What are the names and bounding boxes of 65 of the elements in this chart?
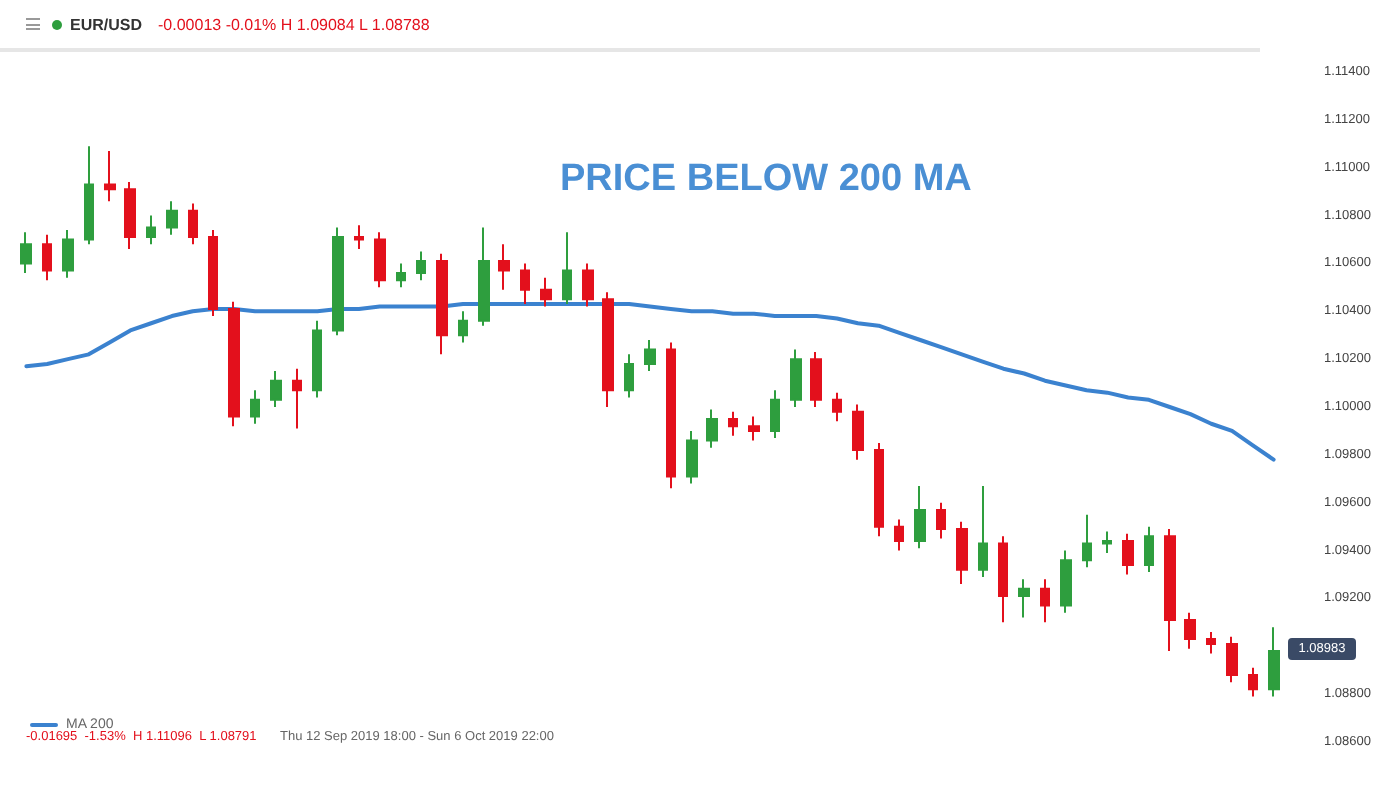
candlestick — [62, 228, 74, 279]
candlestick — [562, 231, 572, 306]
candlestick — [1248, 666, 1258, 698]
candlestick — [208, 228, 218, 318]
candlestick — [602, 291, 614, 408]
candlestick — [1144, 525, 1154, 574]
candlestick — [624, 353, 634, 399]
candlestick — [396, 262, 406, 289]
candlestick — [1206, 630, 1216, 655]
candlestick — [832, 391, 842, 423]
candlestick — [20, 231, 32, 274]
candlestick — [188, 202, 198, 246]
line-series — [24, 302, 1276, 462]
candlestick — [146, 214, 156, 246]
candlestick — [166, 200, 178, 236]
candlestick — [354, 224, 364, 251]
candlestick — [1184, 611, 1196, 650]
candlestick — [874, 441, 884, 538]
candlestick — [436, 252, 448, 356]
candlestick — [1122, 532, 1134, 576]
candlestick — [706, 408, 718, 449]
chart-subtitle: -0.00013 -0.01% H 1.09084 L 1.08788 — [158, 15, 430, 33]
candlestick — [1082, 513, 1092, 569]
candlestick — [1268, 626, 1280, 698]
candlestick — [914, 484, 926, 550]
candlestick — [292, 367, 302, 430]
candlestick — [644, 339, 656, 373]
candlestick — [270, 370, 282, 408]
candlestick — [686, 429, 698, 485]
chart-title: EUR/USD — [70, 15, 143, 33]
candlestick — [478, 226, 490, 327]
candlestick — [42, 233, 52, 282]
candlestick — [810, 350, 822, 408]
candlestick — [666, 341, 676, 490]
candlestick — [728, 410, 738, 437]
candlestick — [250, 389, 260, 425]
candlestick — [458, 310, 468, 344]
candlestick — [416, 250, 426, 282]
candlestick — [978, 484, 988, 578]
candlestick — [1102, 530, 1112, 554]
candlestick — [790, 348, 802, 408]
candlestick — [374, 231, 386, 289]
candlestick — [312, 319, 322, 399]
candlestick — [998, 535, 1008, 624]
candlestick — [84, 145, 94, 246]
candlestick — [228, 300, 240, 428]
candlestick — [104, 149, 116, 203]
candlestick — [770, 389, 780, 440]
candlestick — [1040, 578, 1050, 624]
candlestick — [894, 518, 904, 552]
candlestick — [332, 226, 344, 337]
candlestick — [748, 415, 760, 442]
candlestick — [956, 520, 968, 586]
candlestick — [852, 403, 864, 461]
candlestick — [540, 276, 552, 308]
candlestick — [582, 262, 594, 308]
candlestick — [1226, 635, 1238, 684]
candlestick — [498, 243, 510, 291]
candlestick — [1060, 549, 1072, 614]
candlestick — [936, 501, 946, 540]
candlestick — [520, 262, 530, 306]
candlestick — [1018, 578, 1030, 619]
candlestick — [1164, 528, 1176, 653]
candlestick — [124, 181, 136, 251]
annotation: PRICE BELOW 200 MA — [560, 158, 973, 200]
